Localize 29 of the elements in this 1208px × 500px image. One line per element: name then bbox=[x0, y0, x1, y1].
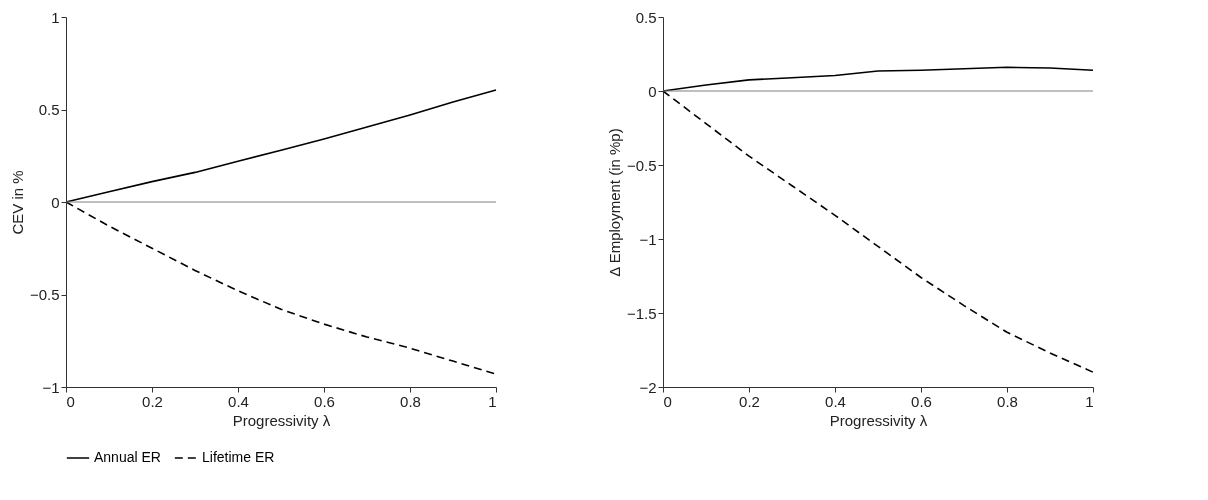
legend-label: Lifetime ER bbox=[202, 449, 275, 465]
x-tick-label: 0 bbox=[66, 392, 75, 410]
y-tick-label: −2 bbox=[639, 378, 657, 396]
x-axis-title: Progressivity λ bbox=[829, 411, 928, 429]
x-tick-label: 1 bbox=[1085, 392, 1094, 410]
x-axis-title: Progressivity λ bbox=[232, 411, 331, 429]
y-axis-title: CEV in % bbox=[8, 170, 26, 235]
y-tick-label: 0 bbox=[51, 193, 60, 211]
y-tick-label: −1 bbox=[639, 230, 657, 248]
x-tick-label: 0.6 bbox=[314, 392, 335, 410]
x-tick-label: 0.8 bbox=[997, 392, 1018, 410]
x-tick-label: 0.2 bbox=[739, 392, 760, 410]
y-axis-title: Δ Employment (in %p) bbox=[605, 128, 623, 277]
x-tick-label: 0 bbox=[663, 392, 672, 410]
x-tick-label: 0.6 bbox=[911, 392, 932, 410]
y-tick-label: 0.5 bbox=[635, 8, 657, 26]
y-tick-label: 0.5 bbox=[38, 101, 60, 118]
legend-label: Annual ER bbox=[94, 449, 161, 465]
x-tick-label: 0.4 bbox=[825, 392, 846, 410]
y-tick-label: −1.5 bbox=[626, 304, 657, 322]
x-tick-label: 0.4 bbox=[228, 392, 249, 410]
y-tick-label: −1 bbox=[42, 378, 60, 396]
y-tick-label: 1 bbox=[51, 8, 60, 26]
y-tick-label: 0 bbox=[648, 82, 657, 100]
x-tick-label: 0.8 bbox=[400, 392, 421, 410]
y-tick-label: −0.5 bbox=[29, 286, 60, 303]
x-tick-label: 1 bbox=[488, 392, 497, 410]
y-tick-label: −0.5 bbox=[626, 156, 657, 174]
x-tick-label: 0.2 bbox=[142, 392, 163, 410]
